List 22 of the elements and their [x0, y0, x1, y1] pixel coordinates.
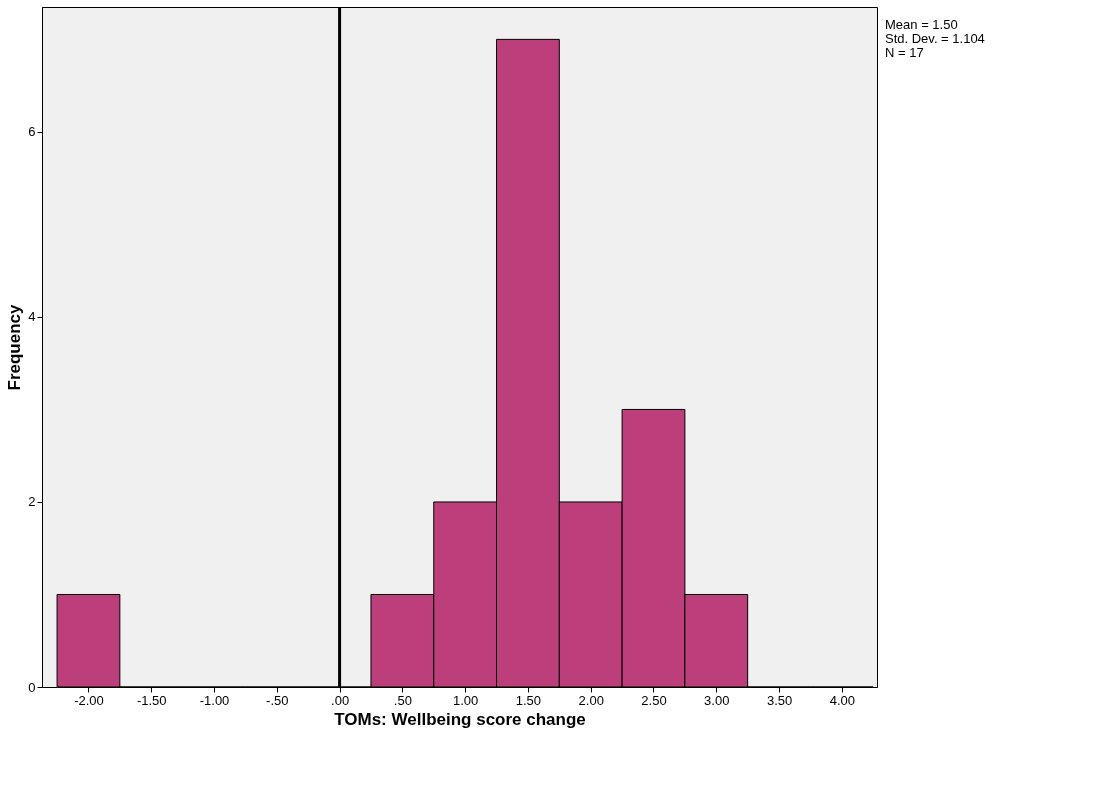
x-tick-label: 2.00 [578, 692, 604, 708]
x-tick-label: 1.50 [515, 692, 542, 708]
x-tick-label: -1.50 [136, 692, 167, 708]
x-tick-label: 2.50 [641, 692, 667, 708]
x-tick-label: 3.50 [766, 692, 793, 708]
x-tick-label: -1.00 [199, 692, 230, 708]
x-tick-label: -.50 [266, 692, 289, 708]
y-tick-label: 4 [28, 309, 36, 325]
x-tick-label: -2.00 [74, 692, 104, 708]
y-tick-label: 2 [28, 494, 36, 510]
y-tick-label: 0 [28, 679, 36, 695]
x-tick-label: .50 [393, 692, 412, 708]
x-tick-label: 1.00 [452, 692, 479, 708]
x-tick-label: .00 [331, 692, 350, 708]
x-tick-label: 3.00 [704, 692, 730, 708]
y-axis-title: Frequency [5, 303, 25, 391]
text: N = 17 [885, 45, 924, 60]
text: Mean = 1.50 [885, 17, 958, 32]
x-axis-title: TOMs: Wellbeing score change [334, 709, 586, 729]
text: Std. Dev. = 1.104 [885, 31, 985, 46]
x-tick-label: 4.00 [829, 692, 855, 708]
y-tick-label: 6 [28, 124, 36, 140]
